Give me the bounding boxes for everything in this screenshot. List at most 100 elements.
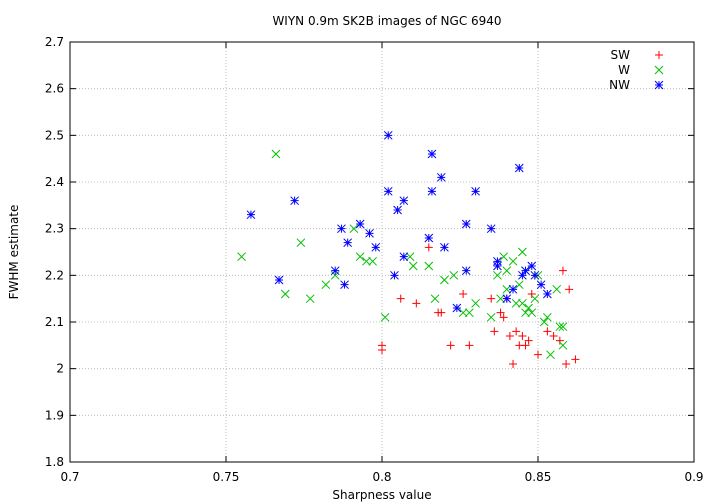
data-point-sw	[496, 308, 505, 317]
legend-label-sw: SW	[611, 48, 631, 62]
data-point-nw	[246, 210, 256, 220]
data-point-w	[280, 289, 290, 299]
series-nw	[246, 130, 552, 313]
data-point-nw	[371, 242, 381, 252]
data-point-w	[496, 294, 505, 304]
data-point-w	[440, 275, 449, 285]
chart-title: WIYN 0.9m SK2B images of NGC 6940	[272, 14, 501, 28]
y-tick-label: 2.6	[45, 82, 64, 96]
data-point-w	[552, 284, 562, 294]
data-point-nw	[461, 219, 471, 229]
data-point-w	[499, 252, 509, 262]
data-point-w	[449, 270, 459, 280]
data-point-sw	[459, 290, 468, 298]
data-point-nw	[393, 205, 402, 215]
data-point-nw	[514, 163, 524, 173]
data-point-sw	[527, 290, 536, 298]
data-point-sw	[571, 355, 580, 364]
data-point-w	[486, 312, 496, 322]
x-tick-label: 0.85	[525, 470, 552, 484]
y-tick-label: 2	[56, 362, 64, 376]
data-point-w	[558, 340, 568, 350]
data-point-nw	[383, 130, 393, 140]
data-point-nw	[493, 261, 502, 271]
data-point-w	[458, 308, 468, 318]
data-point-sw	[521, 341, 530, 350]
data-point-nw	[424, 233, 434, 243]
data-point-nw	[536, 280, 546, 290]
data-point-w	[237, 252, 246, 262]
data-point-w	[271, 149, 281, 159]
legend-label-w: W	[618, 63, 630, 77]
data-point-w	[408, 261, 418, 271]
data-point-w	[349, 224, 359, 234]
data-point-sw	[509, 360, 518, 368]
data-point-nw	[461, 266, 471, 276]
data-point-nw	[427, 149, 437, 159]
data-point-sw	[396, 294, 405, 303]
data-point-nw	[399, 252, 409, 262]
data-point-w	[527, 308, 537, 318]
y-tick-label: 2.4	[45, 175, 64, 189]
data-point-nw	[518, 270, 527, 280]
data-point-sw	[562, 360, 571, 368]
data-point-nw	[355, 219, 365, 229]
data-point-w	[430, 294, 440, 304]
data-point-sw	[534, 350, 542, 359]
data-point-w	[502, 284, 512, 294]
data-point-sw	[465, 341, 474, 350]
data-point-sw	[558, 266, 567, 275]
x-axis-label: Sharpness value	[332, 488, 431, 502]
data-point-w	[368, 256, 377, 266]
data-point-w	[405, 252, 415, 262]
data-point-nw	[527, 261, 537, 271]
y-tick-label: 2.1	[45, 315, 64, 329]
data-point-w	[539, 317, 549, 327]
data-point-nw	[390, 270, 399, 280]
data-point-sw	[524, 336, 533, 345]
data-point-nw	[365, 228, 374, 238]
data-point-sw	[512, 327, 521, 336]
data-point-w	[296, 238, 306, 248]
data-point-sw	[543, 327, 552, 336]
legend-marker-nw	[654, 80, 664, 90]
data-point-w	[321, 280, 331, 290]
data-point-sw	[437, 308, 446, 317]
data-point-w	[380, 312, 390, 322]
data-point-w	[362, 256, 371, 266]
y-tick-label: 2.5	[45, 128, 64, 142]
x-tick-label: 0.7	[60, 470, 79, 484]
data-point-w	[518, 298, 527, 308]
data-point-sw	[505, 332, 514, 340]
data-point-nw	[274, 275, 284, 285]
data-point-nw	[521, 266, 530, 276]
data-point-w	[502, 266, 512, 276]
data-point-sw	[487, 294, 496, 303]
grid-lines	[70, 42, 694, 462]
data-point-nw	[343, 238, 353, 248]
data-point-nw	[436, 172, 446, 182]
series-w	[237, 149, 568, 360]
data-point-nw	[452, 303, 462, 313]
data-point-w	[465, 308, 474, 318]
data-point-nw	[502, 294, 512, 304]
y-tick-label: 2.7	[45, 35, 64, 49]
y-tick-label: 2.2	[45, 268, 64, 282]
data-point-w	[555, 322, 565, 332]
data-point-nw	[427, 186, 437, 196]
y-tick-label: 1.9	[45, 408, 64, 422]
y-tick-label: 1.8	[45, 455, 64, 469]
data-point-w	[546, 350, 555, 360]
data-point-w	[508, 256, 518, 266]
data-point-sw	[424, 243, 433, 252]
data-point-w	[511, 298, 521, 308]
legend-marker-sw	[655, 51, 663, 59]
data-point-nw	[290, 196, 299, 206]
data-point-nw	[337, 224, 346, 234]
data-points	[237, 130, 580, 368]
data-point-w	[558, 322, 568, 332]
data-point-nw	[508, 284, 518, 294]
data-point-w	[305, 294, 315, 304]
